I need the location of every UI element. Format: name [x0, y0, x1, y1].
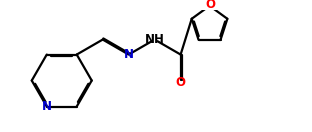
Text: NH: NH: [145, 33, 165, 46]
Text: O: O: [206, 0, 216, 11]
Text: N: N: [42, 100, 52, 113]
Text: N: N: [124, 48, 134, 61]
Text: O: O: [176, 76, 186, 89]
